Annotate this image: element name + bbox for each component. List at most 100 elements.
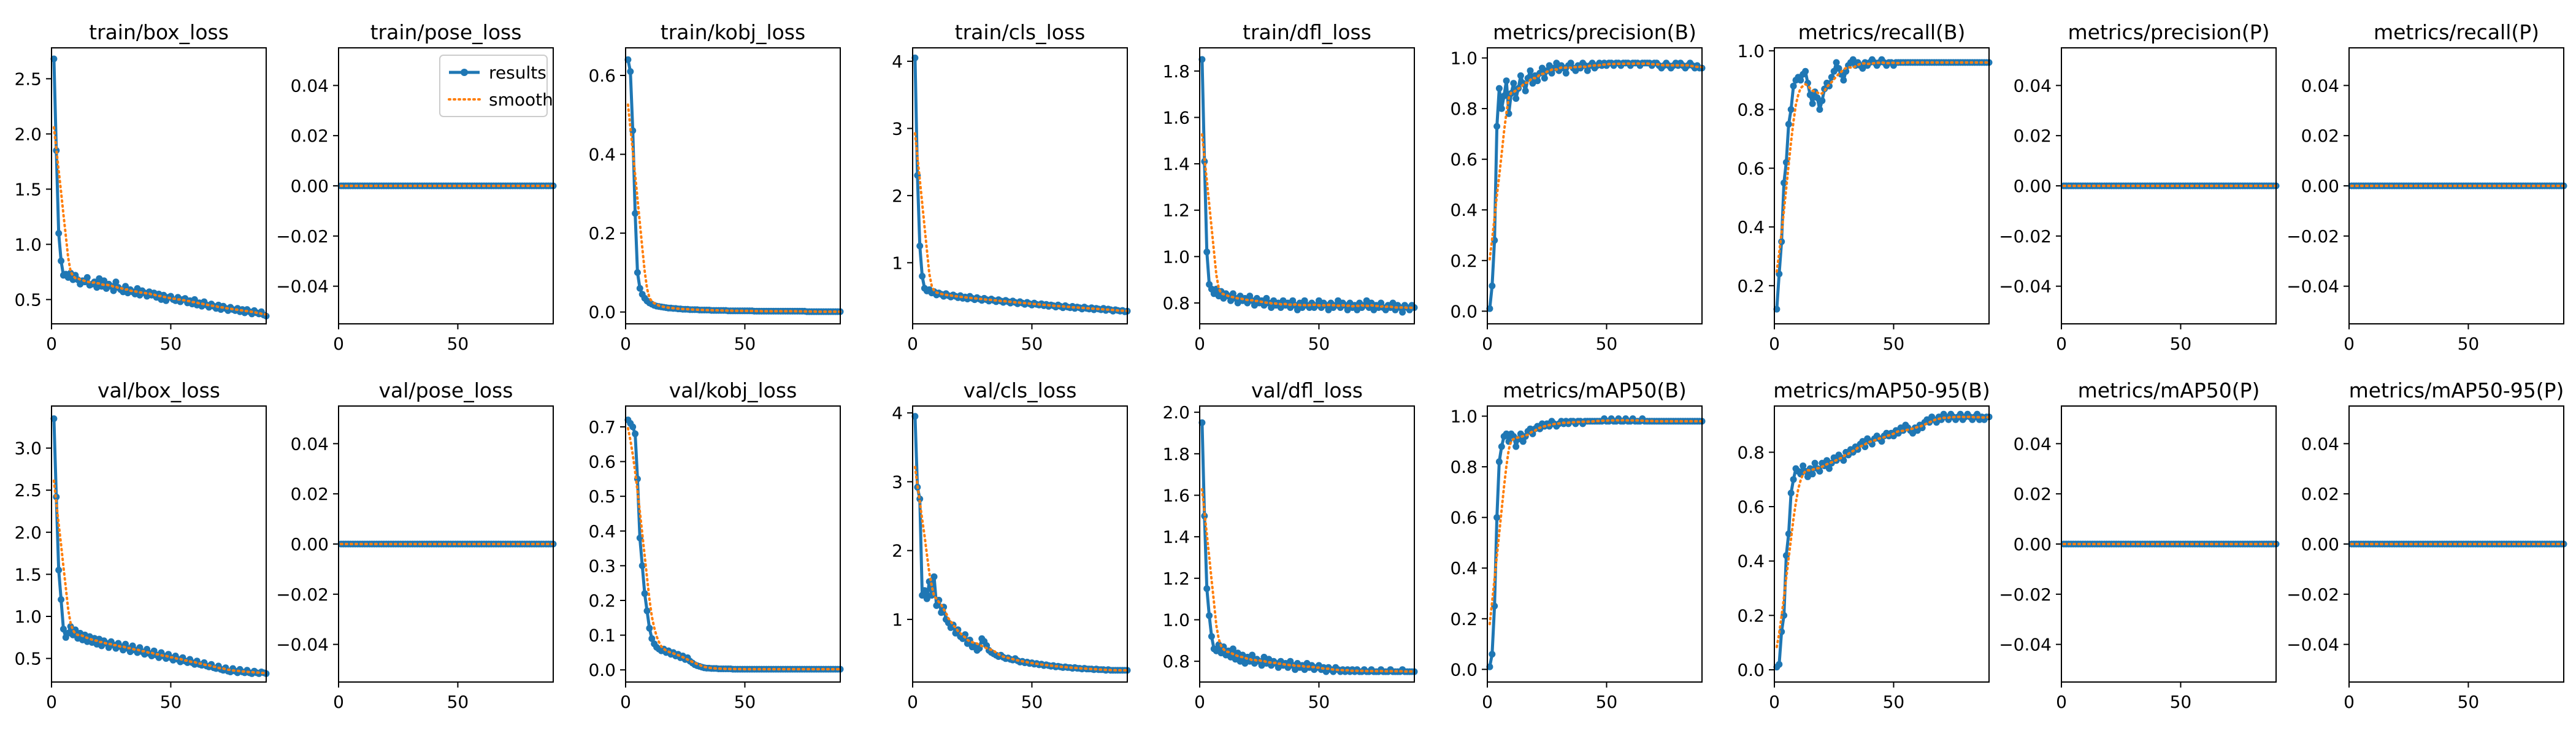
smooth-line (913, 132, 1129, 312)
y-tick-label: −0.04 (1999, 635, 2052, 655)
y-tick-label: 0.4 (1737, 551, 1765, 572)
subplot-val-pose-loss: val/pose_loss −0.04 −0.02 0.00 0.02 0.04 0 50 (276, 378, 557, 712)
x-tick-label: 50 (734, 692, 756, 712)
results-point (1512, 443, 1520, 450)
y-tick-label: −0.02 (276, 585, 329, 605)
axes-frame (51, 47, 267, 324)
axes-frame (338, 405, 554, 683)
results-line (1200, 59, 1416, 314)
subplot-metrics-recall-p-: metrics/recall(P) −0.04 −0.02 0.00 0.02 0.04 0… (2287, 20, 2567, 354)
results-point (83, 274, 91, 281)
axes-frame (1774, 47, 1990, 324)
y-tick-label: 0.0 (1450, 659, 1478, 680)
x-tick-label: 0 (1194, 334, 1205, 354)
results-point (627, 68, 634, 75)
y-tick-label: 0.3 (588, 556, 616, 576)
y-tick-label: 1.8 (1162, 444, 1190, 464)
results-point (1800, 462, 1807, 469)
axes-frame (2061, 47, 2277, 324)
results-point (643, 607, 651, 615)
y-tick-label: 0.2 (588, 223, 616, 243)
x-tick-label: 0 (46, 692, 57, 712)
y-tick-label: 0.5 (14, 289, 42, 310)
y-tick-label: 0.6 (1737, 158, 1765, 178)
legend-smooth-label: smooth (489, 90, 553, 110)
results-line (1200, 423, 1414, 673)
y-tick-label: 0.8 (1162, 651, 1190, 672)
subplot-val-cls-loss: val/cls_loss 1 2 3 4 0 50 (892, 378, 1131, 712)
subplot-metrics-map50-p-: metrics/mAP50(P) −0.04 −0.02 0.00 0.02 0.04 0 5… (1999, 378, 2280, 712)
smooth-line (1488, 62, 1703, 261)
results-point (1489, 651, 1496, 658)
y-tick-label: 0.0 (1737, 660, 1765, 680)
y-tick-label: 3 (892, 118, 903, 139)
results-point (1785, 530, 1792, 537)
results-point (1493, 123, 1501, 130)
x-tick-label: 50 (1308, 692, 1330, 712)
y-tick-label: −0.04 (1999, 277, 2052, 297)
results-point (648, 635, 656, 642)
y-tick-label: −0.02 (1999, 226, 2052, 247)
axes-frame (1774, 405, 1990, 683)
results-point (1562, 69, 1570, 77)
results-point (1825, 465, 1833, 472)
results-point (646, 624, 653, 632)
smooth-line (1775, 415, 1990, 648)
y-tick-label: 2.0 (14, 523, 42, 543)
y-tick-label: 0.00 (291, 176, 329, 196)
y-tick-label: 2 (892, 541, 903, 561)
y-tick-label: −0.04 (276, 277, 329, 297)
results-point (58, 257, 65, 264)
results-point (1495, 85, 1503, 92)
x-tick-label: 50 (1883, 692, 1905, 712)
y-tick-label: 0.00 (2014, 534, 2052, 554)
y-tick-label: 1.5 (14, 179, 42, 199)
results-point (1809, 100, 1816, 107)
y-tick-label: 3.0 (14, 439, 42, 459)
y-tick-label: 1.2 (1162, 201, 1190, 221)
results-point (101, 277, 108, 285)
y-tick-label: 1.6 (1162, 107, 1190, 128)
x-tick-label: 0 (1482, 692, 1493, 712)
results-point (641, 590, 648, 597)
results-point (1840, 77, 1847, 84)
results-point (1567, 59, 1574, 67)
y-tick-label: 0.6 (588, 452, 616, 472)
results-point (1503, 77, 1510, 85)
y-tick-label: 1.0 (1162, 247, 1190, 267)
smooth-line (52, 126, 267, 316)
y-tick-label: 0.2 (1450, 251, 1478, 271)
results-point (1811, 459, 1819, 467)
x-tick-label: 0 (907, 334, 918, 354)
x-tick-label: 0 (2056, 334, 2067, 354)
y-tick-label: −0.04 (276, 635, 329, 655)
subplot-title: metrics/mAP50(P) (2078, 378, 2260, 402)
legend: results smooth (439, 55, 553, 117)
results-point (1802, 67, 1809, 75)
subplot-title: val/dfl_loss (1251, 378, 1363, 402)
results-point (1510, 80, 1517, 87)
y-tick-label: 0.02 (291, 484, 329, 504)
y-tick-label: −0.04 (2287, 277, 2339, 297)
results-point (1878, 438, 1885, 445)
y-tick-label: 2.5 (14, 69, 42, 89)
y-tick-label: 1.0 (1162, 610, 1190, 630)
axes-frame (2348, 405, 2564, 683)
axes-frame (1199, 405, 1415, 683)
results-point (1489, 282, 1496, 289)
results-point (1486, 305, 1493, 312)
results-point (911, 413, 919, 420)
results-point (50, 55, 58, 63)
results-point (919, 272, 926, 280)
results-point (938, 609, 945, 616)
x-tick-label: 0 (907, 692, 918, 712)
y-tick-label: 0.5 (588, 486, 616, 507)
results-point (122, 283, 129, 290)
subplot-val-box-loss: val/box_loss 0.5 1.0 1.5 2.0 2.5 3.0 0 50 (14, 378, 270, 712)
axes-frame (1487, 47, 1703, 324)
y-tick-label: 4 (892, 52, 903, 72)
x-tick-label: 0 (2056, 692, 2067, 712)
results-point (1790, 82, 1797, 90)
x-tick-label: 0 (1769, 334, 1780, 354)
